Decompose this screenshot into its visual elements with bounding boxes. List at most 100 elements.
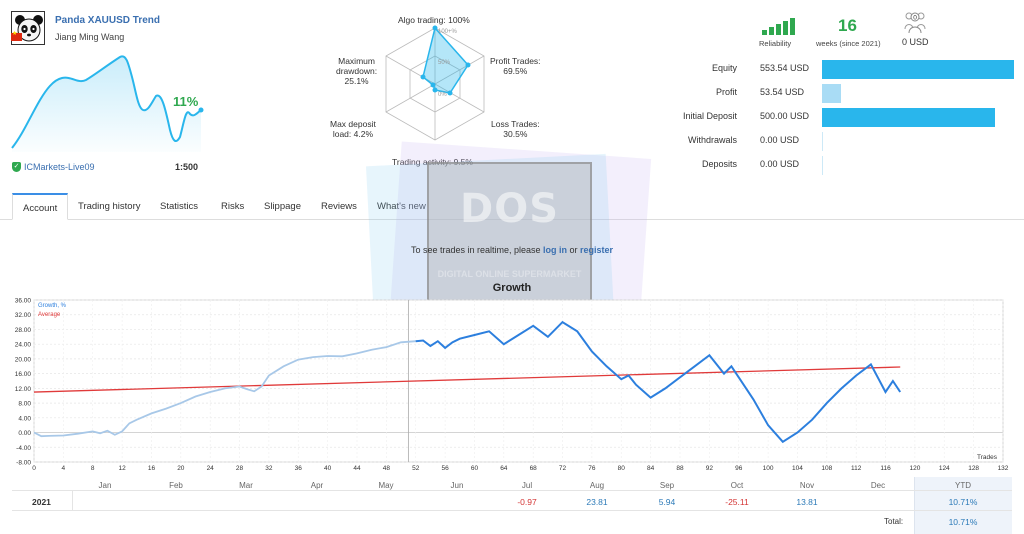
x-tick-label: 92	[706, 465, 714, 472]
tab-whats-new[interactable]: What's new	[377, 201, 426, 212]
subscribers-value: 0 USD	[902, 37, 929, 47]
x-tick-label: 128	[968, 465, 979, 472]
month-label: Mar	[239, 481, 253, 490]
month-label: Feb	[169, 481, 183, 490]
stat-value: 553.54 USD	[760, 63, 810, 73]
stat-name: Profit	[715, 87, 737, 97]
radar-label-deposit-load: Max deposit load: 4.2%	[330, 119, 376, 139]
plot-area	[33, 299, 1004, 463]
stat-bar	[822, 108, 996, 127]
row-divider	[12, 510, 1012, 511]
svg-text:0: 0	[913, 15, 917, 22]
month-label: Aug	[589, 481, 605, 490]
stat-row-equity: Equity 553.54 USD	[660, 60, 1020, 79]
x-axis-label: Trades	[977, 454, 998, 461]
register-link[interactable]: register	[580, 245, 614, 255]
month-label: Dec	[870, 481, 886, 490]
year-label: 2021	[32, 497, 51, 507]
x-tick-label: 116	[880, 465, 891, 472]
stat-name: Initial Deposit	[682, 111, 737, 121]
month-label: Sep	[659, 481, 675, 490]
x-tick-label: 8	[91, 465, 95, 472]
mini-growth-chart	[11, 55, 204, 152]
login-link[interactable]: log in	[543, 245, 568, 255]
stat-value: 0.00 USD	[760, 135, 800, 145]
month-value: -25.11	[725, 497, 749, 507]
flag-icon	[11, 30, 22, 41]
subscribers-icon: 0	[904, 12, 926, 33]
x-tick-label: 68	[530, 465, 538, 472]
signal-title[interactable]: Panda XAUUSD Trend	[55, 15, 161, 26]
stat-name: Deposits	[701, 159, 737, 169]
radar-label-loss: Loss Trades: 30.5%	[491, 119, 540, 139]
tab-slippage[interactable]: Slippage	[264, 201, 301, 212]
y-tick-label: 24.00	[15, 342, 32, 349]
stat-bar	[822, 156, 823, 175]
stat-value: 0.00 USD	[760, 159, 800, 169]
x-tick-label: 56	[441, 465, 449, 472]
svg-text:50%: 50%	[438, 60, 451, 66]
y-tick-label: 20.00	[15, 356, 32, 363]
stat-row-profit: Profit 53.54 USD	[660, 84, 1020, 103]
broker-link[interactable]: ✓ ICMarkets-Live09	[12, 162, 95, 172]
y-tick-label: 8.00	[18, 401, 31, 408]
stat-row-deposits: Deposits 0.00 USD	[660, 156, 1020, 175]
month-value: -0.97	[517, 497, 537, 507]
col-divider	[72, 491, 73, 510]
y-tick-label: 28.00	[15, 327, 32, 334]
tab-reviews[interactable]: Reviews	[321, 201, 357, 212]
legend-average: Average	[38, 312, 61, 318]
x-tick-label: 64	[500, 465, 508, 472]
reliability-label: Reliability	[759, 39, 792, 48]
x-tick-label: 32	[265, 465, 273, 472]
tab-risks[interactable]: Risks	[221, 201, 245, 212]
x-tick-label: 124	[939, 465, 950, 472]
tab-trading-history[interactable]: Trading history	[78, 201, 141, 212]
reliability-icon	[762, 18, 795, 35]
radar-label-algo: Algo trading: 100%	[398, 15, 470, 25]
y-tick-label: -4.00	[16, 445, 31, 452]
x-tick-label: 60	[471, 465, 479, 472]
x-tick-label: 108	[821, 465, 832, 472]
month-label: May	[378, 481, 394, 490]
y-tick-label: 16.00	[15, 371, 32, 378]
leverage: 1:500	[175, 162, 199, 172]
radar-label-drawdown: Maximum drawdown: 25.1%	[336, 56, 378, 86]
month-value: 23.81	[586, 497, 608, 507]
tab-bar: Account Trading history Statistics Risks…	[0, 193, 1024, 220]
tab-account[interactable]: Account	[12, 193, 69, 220]
x-tick-label: 44	[353, 465, 361, 472]
x-tick-label: 132	[998, 465, 1009, 472]
x-tick-label: 112	[851, 465, 862, 472]
author-name[interactable]: Jiang Ming Wang	[55, 32, 125, 42]
svg-text:0%: 0%	[438, 92, 447, 98]
x-tick-label: 12	[118, 465, 126, 472]
x-tick-label: 80	[618, 465, 626, 472]
ytd-column	[914, 477, 1012, 534]
month-label: YTD	[955, 481, 971, 490]
stat-bar	[822, 132, 823, 151]
stat-bar	[822, 60, 1014, 79]
x-tick-label: 16	[148, 465, 156, 472]
y-tick-label: 36.00	[15, 298, 32, 305]
x-tick-label: 120	[909, 465, 920, 472]
x-tick-label: 4	[62, 465, 66, 472]
x-tick-label: 24	[207, 465, 215, 472]
total-label: Total:	[884, 517, 904, 526]
radar-graphic: 100+% 50% 0%	[385, 25, 485, 141]
tab-statistics[interactable]: Statistics	[160, 201, 199, 212]
x-tick-label: 52	[412, 465, 420, 472]
month-label: Apr	[310, 481, 324, 490]
month-label: Nov	[799, 481, 815, 490]
y-tick-label: -8.00	[16, 460, 31, 467]
x-tick-label: 96	[735, 465, 743, 472]
weeks-count: 16	[838, 16, 857, 35]
y-tick-label: 12.00	[15, 386, 32, 393]
realtime-notice: To see trades in realtime, please log in…	[410, 245, 614, 255]
stat-name: Equity	[711, 63, 737, 73]
growth-chart: 36.00 32.00 28.00 24.00 20.00 16.00 12.00 8.00 4…	[15, 298, 1009, 473]
x-tick-label: 76	[588, 465, 596, 472]
broker-name[interactable]: ICMarkets-Live09	[24, 162, 95, 172]
stat-row-initial-deposit: Initial Deposit 500.00 USD	[660, 108, 1020, 127]
x-tick-label: 28	[236, 465, 244, 472]
